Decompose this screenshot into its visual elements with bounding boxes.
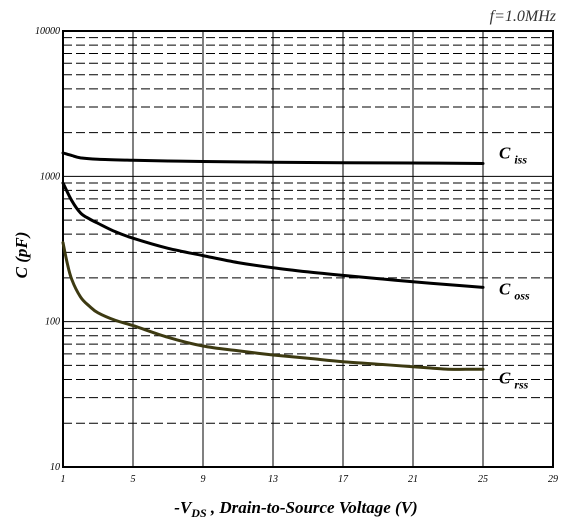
y-tick-label: 100 — [45, 317, 60, 328]
x-axis-title-prefix: -V — [174, 498, 193, 517]
y-tick-label: 1000 — [40, 171, 60, 182]
x-tick-label: 5 — [131, 474, 136, 485]
x-axis-title-sub: DS — [190, 506, 207, 520]
x-tick-label: 9 — [201, 474, 206, 485]
x-tick-label: 17 — [338, 474, 349, 485]
grid-layer — [62, 30, 554, 468]
frequency-annotation: f=1.0MHz — [490, 8, 557, 25]
series-line-iss — [61, 151, 485, 165]
series-layer — [61, 151, 485, 371]
y-axis-title: C (pF) — [12, 232, 31, 279]
x-tick-label: 21 — [408, 474, 418, 485]
label-layer: 1 5 9 13 17 21 25 29 10 100 1000 10000 C iss C oss C rss — [35, 26, 558, 485]
x-tick-label: 13 — [268, 474, 278, 485]
x-axis-title: -VDS , Drain-to-Source Voltage (V) — [174, 498, 417, 520]
y-tick-label: 10 — [50, 462, 60, 473]
series-line-oss — [61, 181, 485, 289]
series-line-rss — [61, 241, 485, 371]
x-tick-label: 25 — [478, 474, 488, 485]
x-tick-label: 29 — [548, 474, 558, 485]
x-tick-label: 1 — [61, 474, 66, 485]
y-tick-label: 10000 — [35, 26, 60, 37]
plot-frame — [62, 30, 554, 468]
x-axis-title-suffix: , Drain-to-Source Voltage (V) — [207, 498, 418, 517]
